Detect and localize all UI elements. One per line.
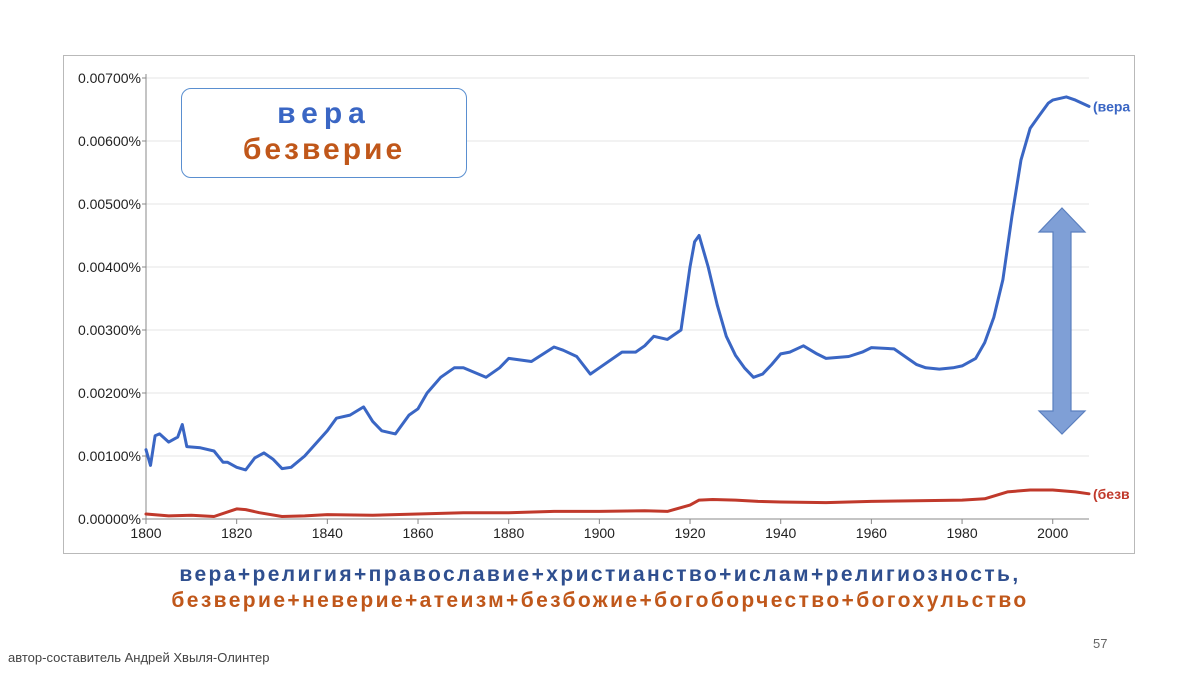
y-tick-label: 0.00000% (78, 511, 141, 527)
x-tick-label: 1960 (856, 525, 887, 541)
y-tick-label: 0.00400% (78, 259, 141, 275)
x-tick-label: 1980 (946, 525, 977, 541)
x-tick-label: 1860 (402, 525, 433, 541)
series-line-2 (144, 488, 1091, 518)
x-tick-label: 2000 (1037, 525, 1068, 541)
series-end-label-2: (безв (1093, 486, 1130, 502)
series-line-1 (144, 95, 1091, 472)
axis-layer: 0.00000% 0.00100% 0.00200% 0.00300% 0.00400%… (78, 70, 1069, 541)
caption-faith-terms: вера+религия+православие+христианство+ис… (179, 563, 1021, 586)
y-tick-label: 0.00300% (78, 322, 141, 338)
y-tick-label: 0.00100% (78, 448, 141, 464)
y-tick-label: 0.00600% (78, 133, 141, 149)
x-tick-label: 1840 (312, 525, 343, 541)
legend-title-bezverie: безверие (242, 133, 406, 166)
x-tick-label: 1800 (130, 525, 161, 541)
author-credit: автор-составитель Андрей Хвыля-Олинтер (8, 650, 270, 665)
legend-box: вера безверие (181, 88, 467, 178)
x-tick-label: 1880 (493, 525, 524, 541)
x-tick-label: 1940 (765, 525, 796, 541)
double-arrow (1037, 207, 1087, 435)
x-tick-label: 1920 (674, 525, 705, 541)
double-arrow-icon (1037, 207, 1087, 435)
x-tick-label: 1820 (221, 525, 252, 541)
y-tick-label: 0.00500% (78, 196, 141, 212)
y-tick-label: 0.00200% (78, 385, 141, 401)
ngram-line-chart: 0.00000% 0.00100% 0.00200% 0.00300% 0.00400%… (78, 70, 1130, 541)
legend-title-vera: вера (277, 97, 371, 130)
page-number: 57 (1093, 636, 1108, 651)
x-tick-label: 1900 (584, 525, 615, 541)
series-layer: (вера (безв (144, 95, 1130, 518)
caption-unbelief-terms: безверие+неверие+атеизм+безбожие+богобор… (171, 589, 1029, 612)
y-tick-label: 0.00700% (78, 70, 141, 86)
series-end-label-1: (вера (1093, 98, 1130, 114)
